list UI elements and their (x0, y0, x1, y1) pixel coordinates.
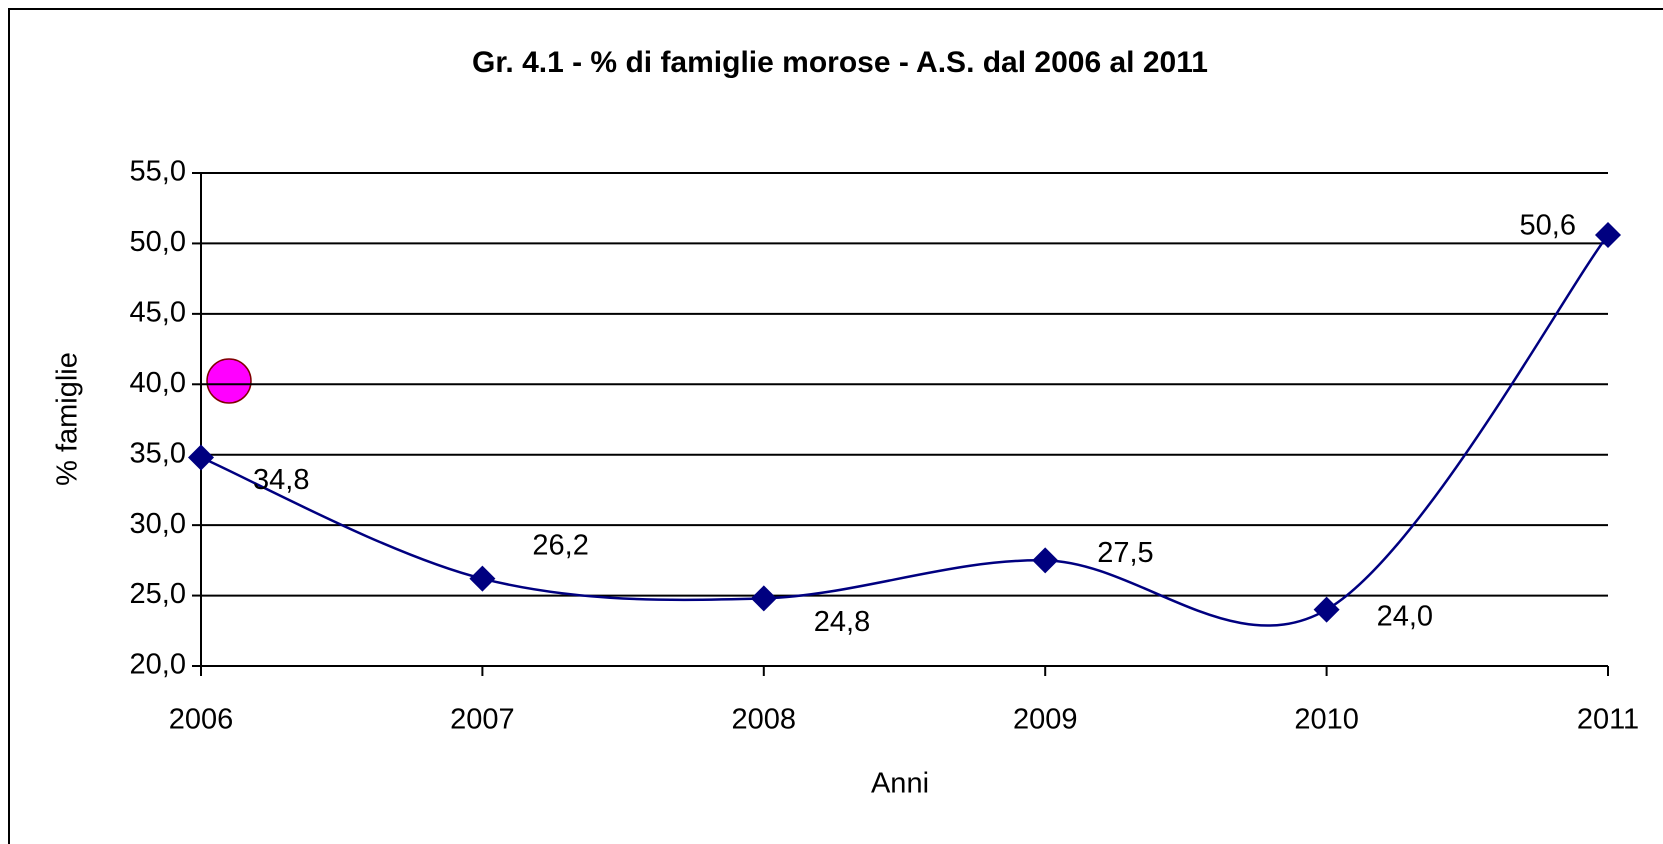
data-point (469, 565, 496, 592)
x-tick-label: 2010 (1294, 704, 1359, 736)
data-point (188, 444, 214, 471)
y-tick-label: 55,0 (130, 156, 186, 188)
data-point (750, 585, 777, 612)
y-tick-label: 40,0 (130, 367, 186, 399)
y-tick-label: 25,0 (130, 578, 186, 610)
data-label: 34,8 (253, 464, 309, 496)
data-point (1313, 596, 1340, 623)
data-point (1595, 221, 1621, 248)
data-point (1032, 547, 1059, 574)
y-tick-label: 45,0 (130, 297, 186, 329)
chart-title: Gr. 4.1 - % di famiglie morose - A.S. da… (472, 46, 1208, 79)
y-axis-title: % famiglie (52, 352, 84, 486)
x-tick-label: 2009 (1013, 704, 1078, 736)
data-label: 27,5 (1097, 537, 1153, 569)
x-tick-label: 2008 (732, 704, 797, 736)
y-tick-label: 35,0 (130, 437, 186, 469)
series-line (200, 234, 1609, 627)
y-tick-label: 30,0 (130, 508, 186, 540)
x-tick-label: 2006 (169, 704, 234, 736)
data-label: 24,8 (814, 606, 870, 638)
data-label: 26,2 (532, 529, 588, 561)
data-label: 50,6 (1520, 210, 1576, 242)
highlight-dot (206, 358, 252, 404)
x-axis-title: Anni (871, 768, 929, 800)
y-tick-label: 50,0 (130, 226, 186, 258)
data-label: 24,0 (1377, 600, 1433, 632)
y-tick-label: 20,0 (130, 649, 186, 681)
chart-frame (8, 8, 1663, 844)
x-tick-label: 2007 (450, 704, 515, 736)
x-tick-label: 2011 (1577, 704, 1639, 736)
